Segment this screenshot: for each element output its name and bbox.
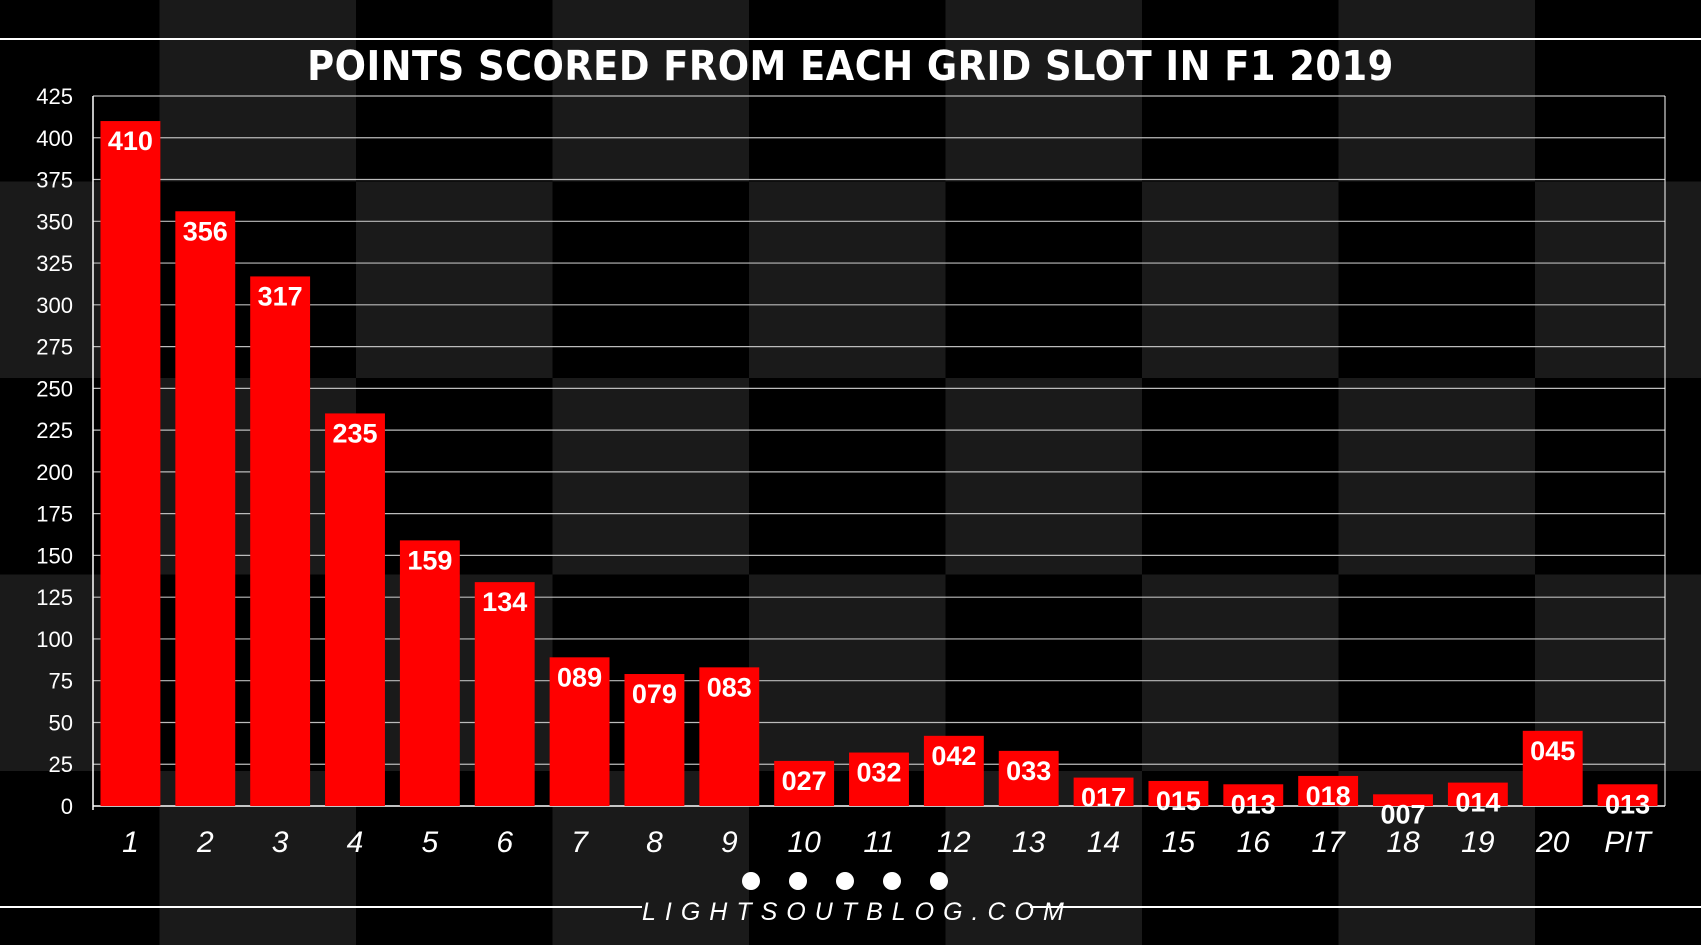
header-rule <box>0 38 1701 40</box>
y-tick-label: 50 <box>49 710 73 735</box>
bar <box>998 750 1059 806</box>
x-tick-label: 4 <box>347 826 364 859</box>
bar <box>1298 775 1359 806</box>
y-tick-label: 125 <box>36 585 73 610</box>
footer-rule-right <box>1030 906 1701 908</box>
y-tick-label: 400 <box>36 126 73 151</box>
data-label: 014 <box>1455 788 1500 818</box>
y-tick-label: 275 <box>36 335 73 360</box>
data-label: 410 <box>108 126 153 156</box>
x-tick-label: 7 <box>571 826 589 859</box>
x-tick-label: 16 <box>1237 826 1271 859</box>
y-tick-label: 375 <box>36 168 73 193</box>
data-label: 317 <box>258 281 303 311</box>
light-dot <box>930 872 948 890</box>
bar <box>1073 777 1134 806</box>
gridlines <box>93 95 1665 765</box>
x-tick-label: 11 <box>863 826 894 859</box>
y-tick-label: 250 <box>36 376 73 401</box>
bar <box>1148 780 1209 806</box>
y-tick-label: 75 <box>49 669 73 694</box>
x-tick-label: 20 <box>1535 826 1570 859</box>
data-label: 015 <box>1156 786 1201 816</box>
bar <box>175 211 236 807</box>
bar <box>1447 782 1508 806</box>
x-tick-label: 1 <box>122 826 139 859</box>
x-tick-label: 17 <box>1311 826 1346 859</box>
data-label: 042 <box>931 741 976 771</box>
x-tick-label: 10 <box>787 826 821 859</box>
data-label: 356 <box>183 216 228 246</box>
x-tick-label: 2 <box>196 826 214 859</box>
data-label: 083 <box>707 672 752 702</box>
light-dot <box>742 872 760 890</box>
y-tick-label: 150 <box>36 543 73 568</box>
y-tick-label: 325 <box>36 251 73 276</box>
data-label: 033 <box>1006 756 1051 786</box>
data-label: 079 <box>632 679 677 709</box>
footer-site: LIGHTSOUTBLOG.COM <box>642 898 1073 926</box>
x-axis-ticks: 1 2 3 4 5 6 7 8 9 10 11 12 13 14 15 16 17 18 19 20 PIT <box>122 826 1653 859</box>
data-label: 017 <box>1081 783 1126 813</box>
bar <box>624 674 685 806</box>
bar <box>1597 784 1658 806</box>
x-tick-label: 6 <box>496 826 513 859</box>
bar <box>923 735 984 806</box>
x-tick-label: 13 <box>1012 826 1046 859</box>
bar <box>325 413 385 806</box>
bar <box>250 276 311 806</box>
bar <box>849 752 909 806</box>
data-label: 018 <box>1306 781 1351 811</box>
lights-dots <box>742 872 948 890</box>
x-tick-label: 19 <box>1461 826 1495 859</box>
light-dot <box>789 872 807 890</box>
y-tick-label: 100 <box>36 627 73 652</box>
bar <box>474 582 535 806</box>
y-axis-ticks: 0 25 50 75 100 125 150 175 200 225 250 275 300 325 350… <box>36 84 73 819</box>
x-tick-label: 12 <box>937 826 971 859</box>
y-tick-label: 350 <box>36 209 73 234</box>
data-label: 007 <box>1380 799 1425 829</box>
y-tick-label: 225 <box>36 418 73 443</box>
data-label: 013 <box>1605 789 1650 819</box>
x-tick-label: 5 <box>422 826 439 859</box>
x-tick-label: 18 <box>1386 826 1420 859</box>
bar <box>1373 794 1433 806</box>
bar <box>100 121 161 806</box>
data-label: 134 <box>482 587 527 617</box>
bar <box>1522 730 1583 806</box>
y-tick-label: 200 <box>36 460 73 485</box>
x-tick-label: PIT <box>1604 826 1653 859</box>
chart-title: POINTS SCORED FROM EACH GRID SLOT IN F1 … <box>307 42 1394 90</box>
bars <box>100 121 1658 807</box>
data-label: 235 <box>332 418 377 448</box>
y-tick-label: 300 <box>36 293 73 318</box>
y-tick-label: 0 <box>61 794 73 819</box>
light-dot <box>883 872 901 890</box>
bar <box>399 540 460 806</box>
y-tick-label: 25 <box>49 752 73 777</box>
x-tick-label: 9 <box>721 826 738 859</box>
light-dot <box>836 872 854 890</box>
data-label: 159 <box>407 545 452 575</box>
bar <box>549 657 610 806</box>
bar <box>1223 784 1284 806</box>
data-label: 089 <box>557 662 602 692</box>
data-label: 027 <box>782 766 827 796</box>
data-labels: 410 356 317 235 159 134 089 079 083 027 032 042 033 0… <box>108 126 1650 829</box>
footer-rule-left <box>0 906 642 908</box>
x-tick-label: 15 <box>1162 826 1196 859</box>
x-tick-label: 3 <box>272 826 289 859</box>
bar <box>699 667 760 806</box>
y-tick-label: 175 <box>36 502 73 527</box>
data-label: 032 <box>856 758 901 788</box>
x-tick-label: 14 <box>1087 826 1120 859</box>
y-tick-label: 425 <box>36 84 73 109</box>
x-tick-label: 8 <box>646 826 663 859</box>
data-label: 045 <box>1530 736 1575 766</box>
data-label: 013 <box>1231 789 1276 819</box>
bar <box>774 760 835 806</box>
